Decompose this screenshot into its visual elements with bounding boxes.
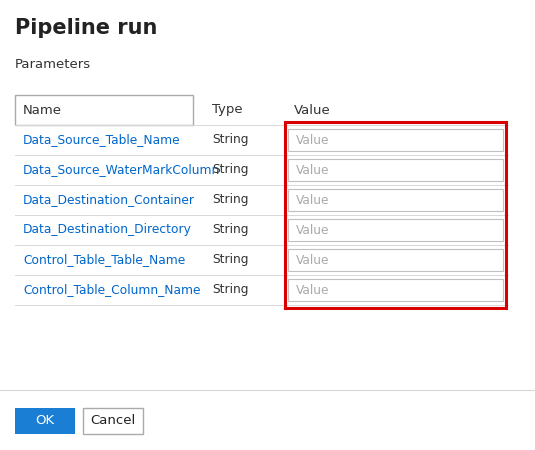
Bar (285, 122, 506, 308)
Text: String: String (212, 253, 248, 266)
Bar (15, 95, 193, 125)
Text: Name: Name (23, 104, 62, 117)
Text: Type: Type (212, 104, 243, 117)
Bar (288, 159, 503, 181)
Text: Data_Source_WaterMarkColumn: Data_Source_WaterMarkColumn (23, 163, 220, 176)
Text: String: String (212, 284, 248, 297)
Text: String: String (212, 224, 248, 237)
Bar (288, 219, 503, 241)
Text: String: String (212, 194, 248, 207)
Bar (288, 129, 503, 151)
Text: Data_Destination_Container: Data_Destination_Container (23, 194, 195, 207)
Text: Data_Destination_Directory: Data_Destination_Directory (23, 224, 192, 237)
Bar (288, 249, 503, 271)
Text: Data_Source_Table_Name: Data_Source_Table_Name (23, 134, 181, 147)
Bar (83, 408, 143, 434)
Text: String: String (212, 163, 248, 176)
Text: OK: OK (35, 414, 55, 428)
Bar (288, 189, 503, 211)
Text: Parameters: Parameters (15, 58, 91, 71)
Bar (15, 408, 75, 434)
Text: Value: Value (296, 134, 330, 147)
Text: Value: Value (296, 163, 330, 176)
Text: Cancel: Cancel (90, 414, 136, 428)
Text: Pipeline run: Pipeline run (15, 18, 157, 38)
Text: Control_Table_Table_Name: Control_Table_Table_Name (23, 253, 185, 266)
Text: Value: Value (296, 194, 330, 207)
Text: Value: Value (296, 224, 330, 237)
Text: String: String (212, 134, 248, 147)
Text: Value: Value (296, 253, 330, 266)
Text: Value: Value (294, 104, 331, 117)
Text: Value: Value (296, 284, 330, 297)
Text: Control_Table_Column_Name: Control_Table_Column_Name (23, 284, 201, 297)
Bar (288, 279, 503, 301)
